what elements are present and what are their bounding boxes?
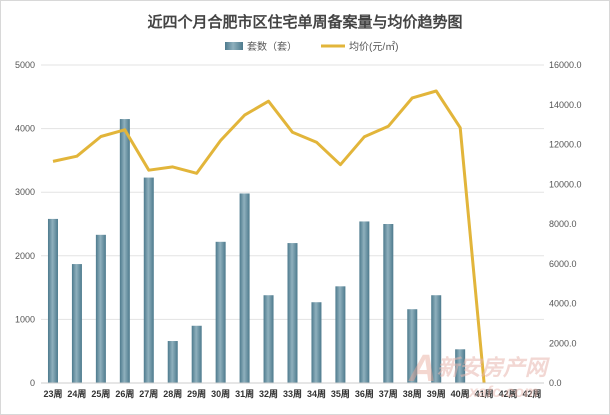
y-axis-right: 0.0 2000.0 4000.0 6000.0 8000.0 10000.0 12000.…: [549, 60, 582, 388]
watermark: A 新安房产网 xafc.com: [408, 348, 550, 401]
bar: [239, 193, 250, 383]
bar: [71, 264, 82, 383]
x-tick-label: 35周: [331, 389, 350, 399]
legend: 套数（套） 均价(元/㎡): [225, 40, 398, 53]
bar: [215, 241, 226, 383]
x-tick-label: 25周: [91, 389, 110, 399]
y-right-tick-label: 14000.0: [549, 100, 582, 110]
chart-title: 近四个月合肥市区住宅单周备案量与均价趋势图: [147, 13, 462, 31]
bar: [311, 302, 322, 383]
x-tick-label: 29周: [187, 389, 206, 399]
y-right-tick-label: 16000.0: [549, 60, 582, 70]
y-right-tick-label: 0.0: [549, 378, 562, 388]
y-right-tick-label: 2000.0: [549, 338, 577, 348]
legend-label-bars: 套数（套）: [247, 40, 297, 53]
y-axis-left: 0 1000 2000 3000 4000 5000: [15, 60, 35, 388]
x-tick-label: 34周: [307, 389, 326, 399]
x-tick-label: 38周: [403, 389, 422, 399]
y-left-tick-label: 0: [30, 378, 35, 388]
bar: [263, 295, 274, 383]
x-axis: 23周 24周 25周 26周 27周 28周 29周 30周 31周 32周 33周 34周 35周 3…: [41, 382, 544, 399]
x-tick-label: 31周: [235, 389, 254, 399]
y-left-tick-label: 5000: [15, 60, 35, 70]
y-left-tick-label: 4000: [15, 124, 35, 134]
watermark-glyph: A: [408, 348, 436, 390]
bar: [167, 341, 178, 383]
x-tick-label: 41周: [475, 389, 494, 399]
bar: [335, 286, 346, 383]
line-series: [52, 89, 486, 384]
x-tick-label: 36周: [355, 389, 374, 399]
y-right-tick-label: 12000.0: [549, 140, 582, 150]
bar: [359, 221, 370, 383]
y-right-tick-label: 10000.0: [549, 179, 582, 189]
x-tick-label: 42周: [523, 389, 542, 399]
x-tick-label: 24周: [67, 389, 86, 399]
x-tick-label: 23周: [43, 389, 62, 399]
x-tick-label: 37周: [379, 389, 398, 399]
legend-swatch-bars: [225, 42, 243, 50]
bar: [191, 325, 202, 383]
x-tick-label: 28周: [163, 389, 182, 399]
x-tick-label: 27周: [139, 389, 158, 399]
bar: [95, 234, 106, 383]
x-tick-label: 40周: [451, 389, 470, 399]
bar: [47, 218, 58, 383]
bar: [431, 295, 442, 383]
y-right-tick-label: 6000.0: [549, 259, 577, 269]
watermark-url: xafc.com: [468, 384, 538, 401]
price-line: [52, 89, 486, 384]
y-left-tick-label: 1000: [15, 314, 35, 324]
y-right-tick-label: 4000.0: [549, 299, 577, 309]
legend-label-line: 均价(元/㎡): [349, 41, 398, 53]
watermark-brand: 新安房产网: [437, 355, 550, 380]
x-tick-label: 26周: [115, 389, 134, 399]
x-tick-label: 32周: [259, 389, 278, 399]
x-tick-label: 42周: [499, 389, 518, 399]
bar: [383, 224, 394, 383]
x-tick-label: 33周: [283, 389, 302, 399]
y-right-tick-label: 8000.0: [549, 219, 577, 229]
bar: [143, 177, 154, 383]
x-tick-label: 30周: [211, 389, 230, 399]
bar: [287, 243, 298, 383]
y-left-tick-label: 2000: [15, 251, 35, 261]
y-left-tick-label: 3000: [15, 187, 35, 197]
bar: [407, 309, 418, 383]
x-tick-label: 39周: [427, 389, 446, 399]
bar: [119, 119, 130, 383]
bar-series: [47, 119, 466, 383]
bar: [455, 349, 466, 383]
